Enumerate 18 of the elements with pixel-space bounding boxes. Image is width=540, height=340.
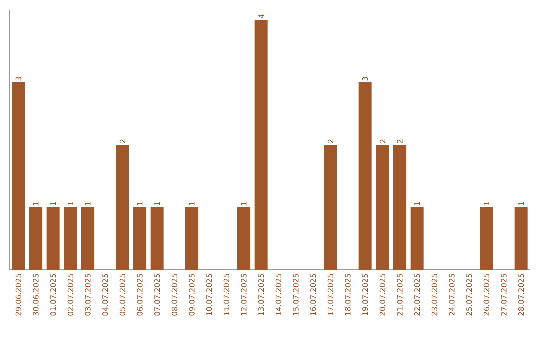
bar <box>134 208 146 270</box>
bar <box>376 144 390 270</box>
bar <box>254 20 268 270</box>
bar <box>514 208 528 270</box>
bar <box>46 208 60 270</box>
bar <box>150 208 164 270</box>
bar <box>64 208 78 270</box>
bar <box>116 144 130 270</box>
bar <box>324 144 338 270</box>
bar <box>394 144 407 270</box>
bar <box>238 208 250 270</box>
bar <box>12 82 26 270</box>
bar <box>480 208 494 270</box>
bar <box>186 208 198 270</box>
bar <box>358 82 372 270</box>
bar <box>82 208 94 270</box>
bar <box>30 208 42 270</box>
bar <box>410 208 424 270</box>
